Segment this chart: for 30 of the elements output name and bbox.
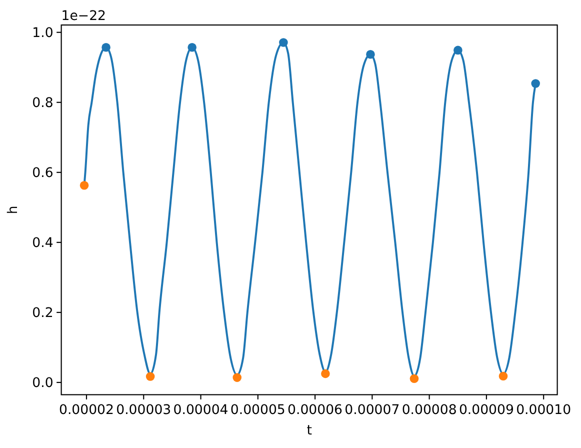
- x-axis-title: t: [306, 424, 312, 439]
- point: [410, 374, 419, 383]
- y-tick-label: 1.0: [32, 26, 54, 42]
- x-tick-label: 0.00006: [288, 403, 343, 418]
- point: [366, 50, 375, 59]
- point: [188, 43, 196, 52]
- x-tick-label: 0.00010: [516, 403, 572, 418]
- point: [498, 372, 508, 381]
- y-tick-label: 0.0: [32, 376, 54, 392]
- y-axis-title: h: [6, 206, 21, 214]
- x-tick-label: 0.00007: [344, 403, 400, 418]
- y-tick-label: 0.2: [32, 306, 54, 322]
- point: [102, 43, 110, 52]
- y-tick-label: 0.6: [32, 166, 54, 182]
- point: [531, 79, 540, 88]
- point: [321, 369, 330, 378]
- x-tick-label: 0.00002: [58, 403, 114, 418]
- x-tick-label: 0.00004: [173, 403, 228, 418]
- point: [232, 373, 242, 382]
- point: [279, 38, 288, 47]
- x-tick-label: 0.00005: [230, 403, 286, 418]
- x-tick-label: 0.00009: [458, 403, 514, 418]
- y-tick-label: 0.4: [32, 236, 54, 252]
- point: [454, 46, 462, 55]
- text: 1e−22: [61, 9, 106, 24]
- x-tick-label: 0.00003: [116, 403, 172, 418]
- point: [146, 372, 155, 381]
- point: [80, 180, 89, 190]
- y-tick-label: 0.8: [32, 96, 54, 112]
- x-tick-label: 0.00008: [402, 403, 457, 418]
